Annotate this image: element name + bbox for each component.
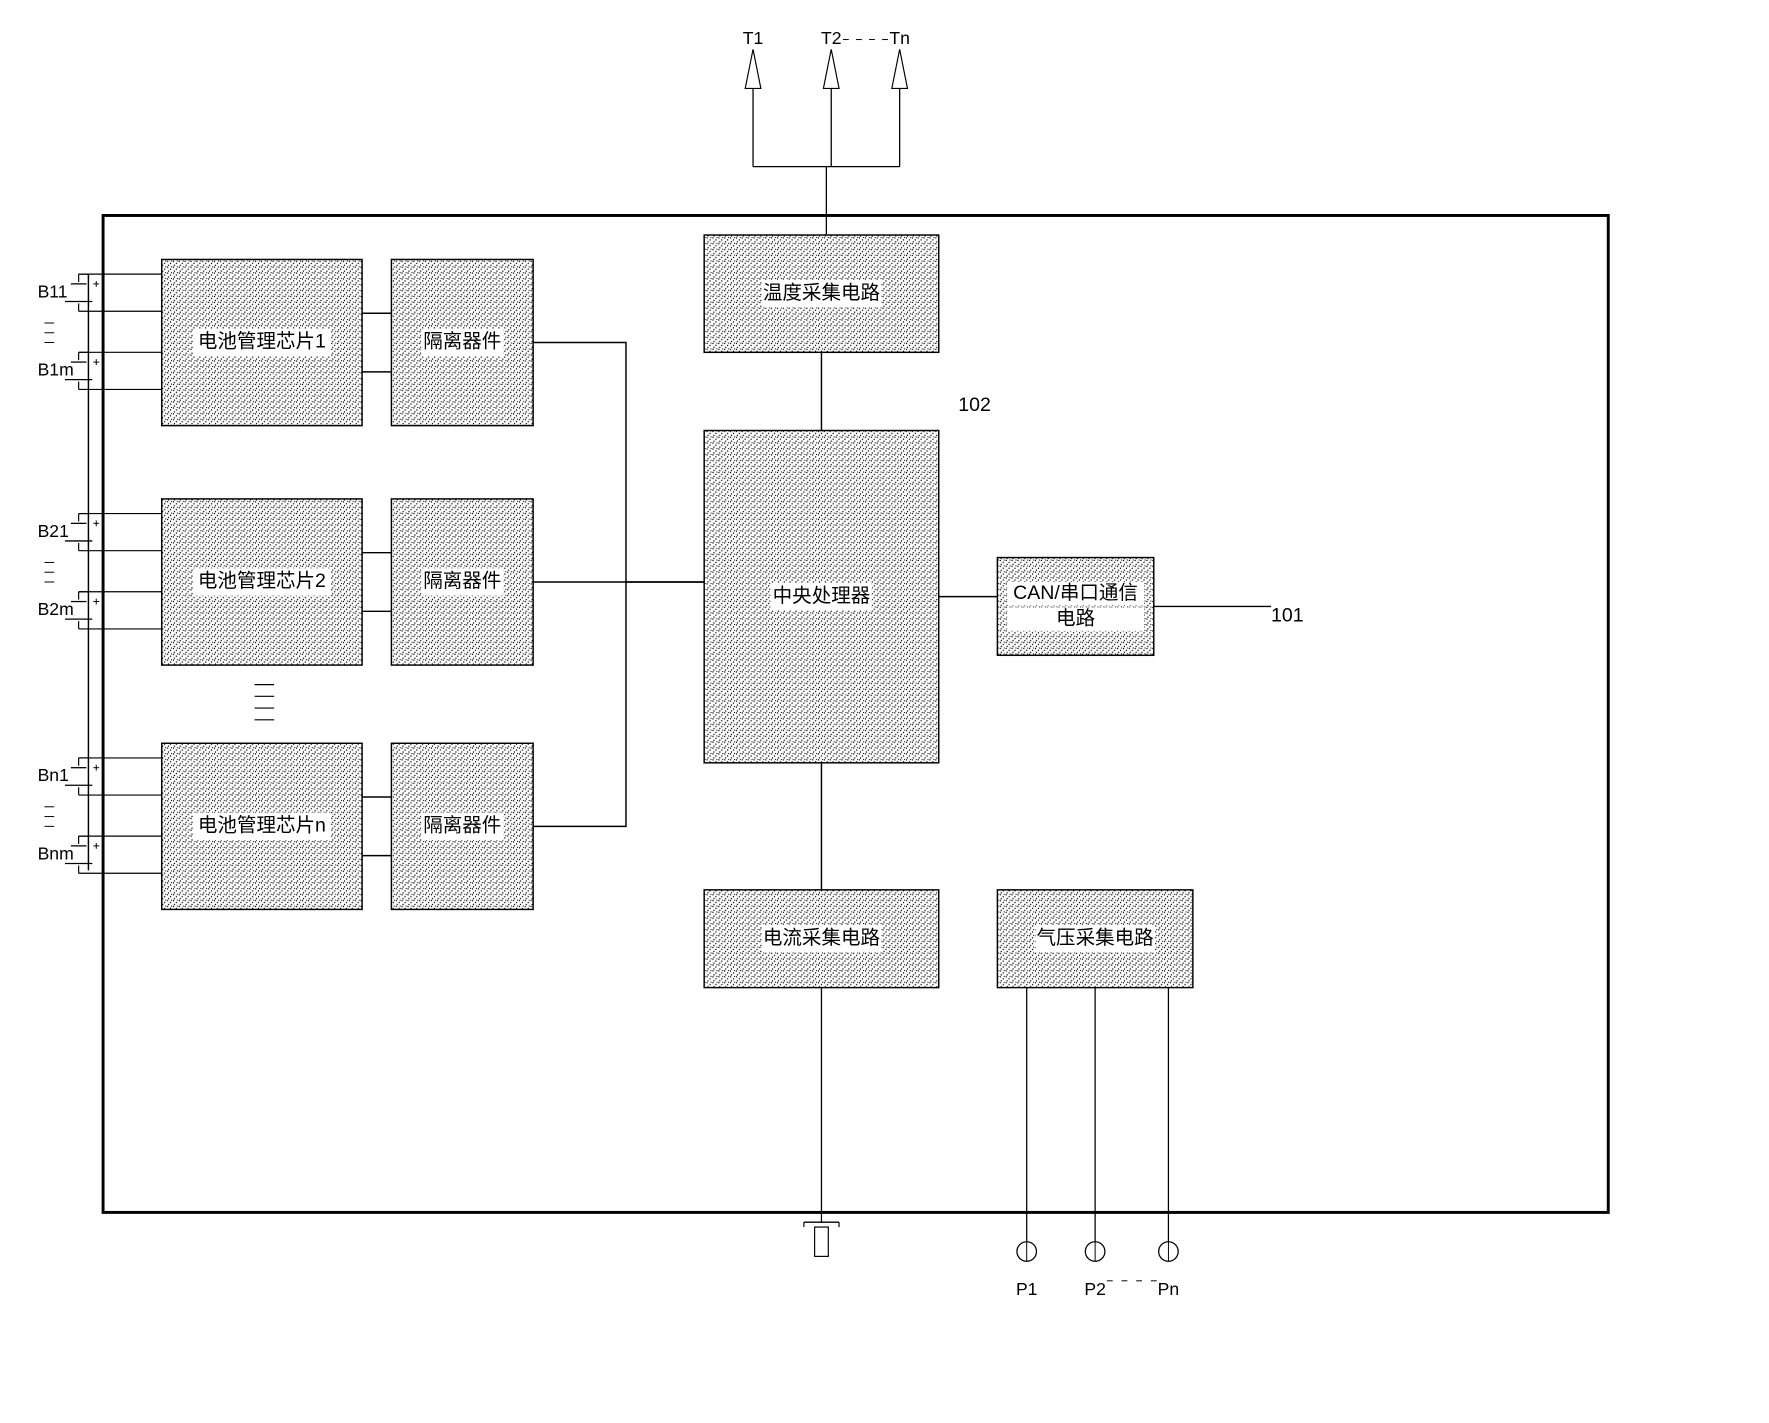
battery-label: B11 — [38, 281, 68, 301]
ref-label-101: 101 — [1271, 604, 1304, 626]
block-temp: 温度采集电路 — [704, 235, 939, 352]
current-shunt — [804, 988, 839, 1257]
block-chip2: 电池管理芯片2 — [162, 499, 362, 665]
battery-B11: B11 — [38, 274, 162, 311]
block-label: 气压采集电路 — [1037, 927, 1154, 949]
block-press: 气压采集电路 — [997, 890, 1192, 988]
sensor-label: P2 — [1084, 1279, 1106, 1299]
battery-Bnm: Bnm — [38, 836, 162, 873]
block-label: 隔离器件 — [423, 814, 501, 836]
block-isoln: 隔离器件 — [391, 743, 533, 909]
block-label: 温度采集电路 — [763, 282, 880, 304]
block-isol2: 隔离器件 — [391, 499, 533, 665]
block-label: 电池管理芯片1 — [198, 331, 326, 353]
temp-sensor-T2: T2 — [821, 28, 842, 166]
press-sensor-P2: P2 — [1084, 988, 1106, 1300]
block-label: 隔离器件 — [423, 570, 501, 592]
block-label: CAN/串口通信 — [1013, 582, 1138, 604]
block-can: CAN/串口通信电路 — [997, 558, 1153, 656]
sensor-label: Tn — [889, 28, 910, 48]
battery-Bn1: Bn1 — [38, 758, 162, 795]
temp-sensor-T1: T1 — [743, 28, 764, 166]
block-label: 电路 — [1056, 607, 1095, 629]
block-label: 中央处理器 — [773, 585, 871, 607]
block-chip1: 电池管理芯片1 — [162, 259, 362, 425]
block-cpu: 中央处理器 — [704, 431, 939, 763]
battery-B21: B21 — [38, 514, 162, 551]
sensor-label: T2 — [821, 28, 842, 48]
temp-sensor-Tn: Tn — [889, 28, 910, 166]
battery-B2m: B2m — [38, 592, 162, 629]
block-label: 电流采集电路 — [763, 927, 880, 949]
sensor-label: Pn — [1158, 1279, 1180, 1299]
battery-B1m: B1m — [38, 352, 162, 389]
battery-label: B2m — [38, 599, 74, 619]
block-label: 电池管理芯片n — [198, 814, 326, 836]
block-diagram: 电池管理芯片1电池管理芯片2电池管理芯片n隔离器件隔离器件隔离器件温度采集电路中… — [20, 20, 1749, 1398]
wire — [533, 343, 704, 582]
wire — [533, 582, 626, 826]
sensor-label: P1 — [1016, 1279, 1038, 1299]
battery-label: Bn1 — [38, 765, 69, 785]
press-sensor-Pn: Pn — [1158, 988, 1180, 1300]
battery-label: B21 — [38, 521, 69, 541]
sensor-label: T1 — [743, 28, 764, 48]
block-label: 隔离器件 — [423, 331, 501, 353]
ref-label-102: 102 — [958, 394, 991, 416]
battery-label: Bnm — [38, 843, 74, 863]
press-sensor-P1: P1 — [1016, 988, 1038, 1300]
block-curr: 电流采集电路 — [704, 890, 939, 988]
battery-label: B1m — [38, 360, 74, 380]
block-chipn: 电池管理芯片n — [162, 743, 362, 909]
block-label: 电池管理芯片2 — [198, 570, 326, 592]
block-isol1: 隔离器件 — [391, 259, 533, 425]
